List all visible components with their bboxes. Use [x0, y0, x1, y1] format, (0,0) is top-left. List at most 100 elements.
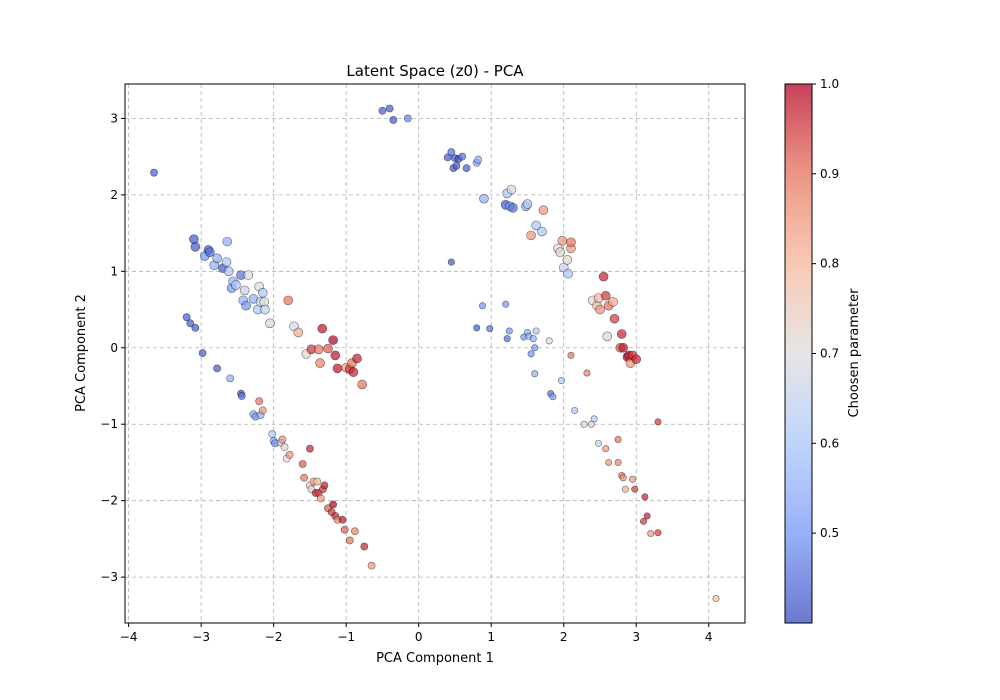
data-point [237, 392, 246, 400]
data-point [330, 350, 341, 361]
y-tick-label: −1 [100, 417, 118, 431]
y-tick-label: 1 [110, 264, 118, 278]
data-point [545, 337, 553, 345]
data-point [243, 270, 254, 280]
data-point [258, 406, 267, 415]
data-point [505, 327, 513, 335]
data-point [479, 193, 489, 204]
data-point [549, 393, 557, 401]
data-point [473, 324, 481, 332]
data-point [198, 349, 207, 358]
data-point [590, 415, 598, 423]
data-point [300, 473, 309, 482]
x-tick-label: 0 [415, 630, 423, 644]
data-point [222, 236, 233, 247]
data-point [313, 344, 324, 355]
data-point [447, 148, 456, 156]
y-tick-label: 3 [110, 111, 118, 125]
data-point [614, 458, 622, 466]
data-point [526, 230, 536, 241]
data-point [278, 435, 287, 444]
data-point [562, 255, 573, 265]
data-point [283, 295, 293, 306]
x-axis-label: PCA Component 1 [376, 651, 494, 666]
data-point [265, 318, 275, 329]
data-point [639, 517, 647, 525]
data-point [621, 485, 629, 493]
y-tick-label: −2 [100, 494, 118, 508]
data-point [580, 420, 588, 428]
data-point [522, 199, 533, 209]
data-point [538, 205, 549, 215]
data-point [298, 460, 307, 468]
y-tick-label: 2 [110, 188, 118, 202]
data-point [231, 280, 241, 290]
data-point [614, 436, 622, 444]
data-point [221, 257, 232, 267]
data-point [605, 458, 613, 466]
data-point [647, 530, 655, 538]
data-point [212, 253, 222, 264]
scatter-points [150, 104, 720, 603]
data-point [389, 116, 398, 124]
data-point [631, 485, 639, 493]
data-point [641, 493, 649, 501]
data-point [567, 351, 575, 359]
data-point [345, 536, 354, 545]
data-point [595, 439, 603, 447]
data-point [150, 168, 158, 177]
data-point [241, 300, 251, 311]
data-point [619, 474, 627, 482]
data-point [223, 266, 234, 277]
data-point [452, 161, 461, 170]
data-point [332, 363, 343, 374]
y-axis-label: PCA Component 2 [74, 294, 89, 412]
data-point [285, 450, 294, 459]
data-point [313, 477, 322, 486]
data-point [320, 481, 329, 490]
data-point [532, 327, 540, 335]
data-point [654, 529, 662, 537]
data-point [583, 369, 591, 377]
data-point [502, 300, 510, 308]
x-tick-label: 3 [632, 630, 640, 644]
data-point [186, 319, 195, 328]
data-point [182, 313, 191, 322]
data-point [385, 104, 394, 113]
colorbar-tick-label: 1.0 [820, 77, 839, 91]
data-point [447, 258, 455, 266]
data-point [340, 525, 349, 534]
data-point [205, 247, 215, 257]
y-tick-label: −3 [100, 570, 118, 584]
colorbar-tick-label: 0.7 [820, 347, 839, 361]
data-point [598, 271, 609, 282]
data-point [643, 512, 651, 520]
data-point [317, 323, 328, 334]
data-point [654, 418, 662, 426]
chart-title: Latent Space (z0) - PCA [346, 62, 524, 80]
data-point [360, 542, 369, 551]
data-point [306, 444, 314, 453]
data-point [629, 475, 637, 483]
data-point [608, 297, 618, 307]
data-point [563, 268, 573, 279]
data-point [213, 364, 221, 373]
data-point [403, 114, 412, 123]
x-tick-label: 4 [705, 630, 713, 644]
x-axis-ticks: −4 −3 −2 −1 0 1 2 3 4 [120, 623, 713, 644]
colorbar-ticks: 0.5 0.6 0.7 0.8 0.9 1.0 [812, 77, 839, 540]
data-point [558, 377, 566, 385]
x-tick-label: −3 [192, 630, 210, 644]
data-point [602, 331, 613, 342]
data-point [529, 335, 537, 343]
data-point [531, 220, 541, 231]
y-tick-label: 0 [110, 341, 118, 355]
data-point [478, 302, 486, 310]
data-point [566, 237, 576, 248]
x-tick-label: 2 [560, 630, 568, 644]
y-axis-ticks: −3 −2 −1 0 1 2 3 [100, 111, 125, 584]
data-point [508, 203, 518, 213]
data-point [191, 323, 200, 332]
colorbar-tick-label: 0.9 [820, 167, 839, 181]
